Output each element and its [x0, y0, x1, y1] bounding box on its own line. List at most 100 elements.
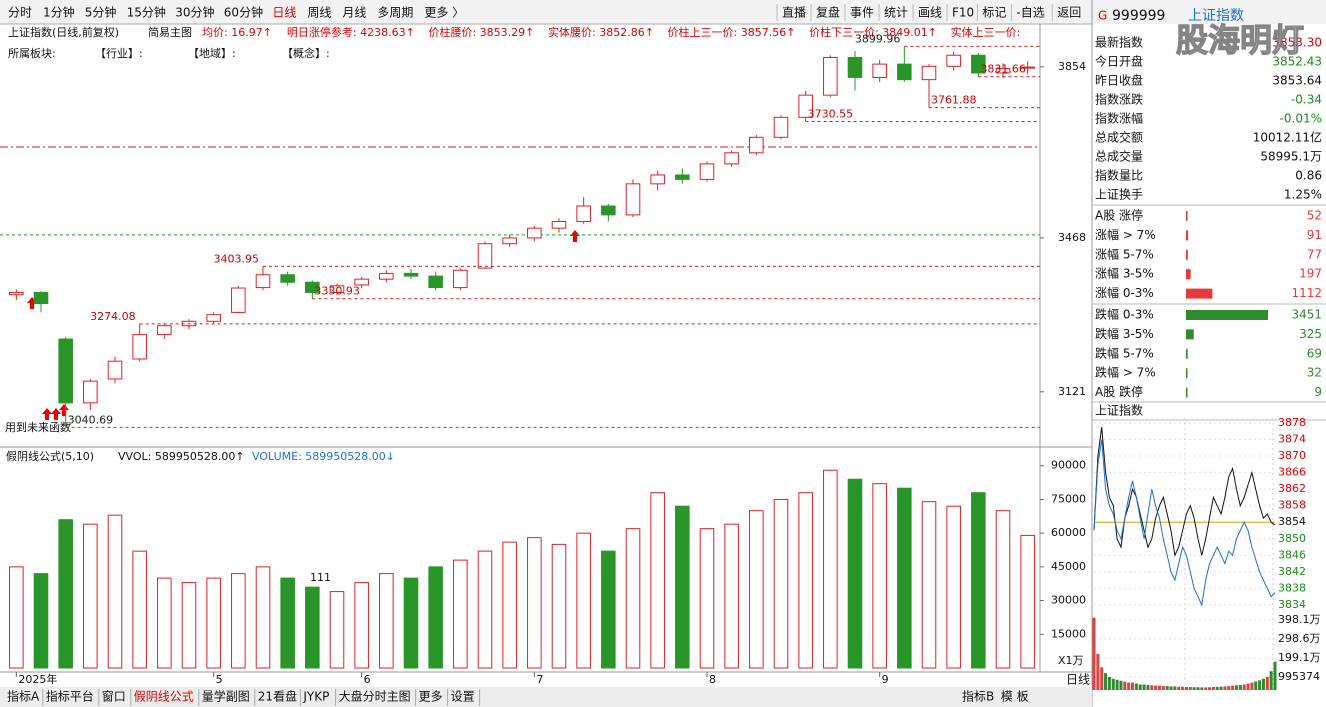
info-item: 实体腰价: 3852.86↑: [548, 25, 654, 39]
toolbar-item[interactable]: 更多 〉: [424, 6, 464, 20]
candle-body: [329, 285, 345, 293]
quote-name: 上证指数: [1188, 8, 1244, 24]
sector-label: 【地域】:: [188, 47, 236, 60]
main-label[interactable]: 简易主图: [148, 25, 192, 39]
candle-body: [625, 183, 641, 216]
volume-bar: [995, 510, 1011, 669]
tab-bar: [0, 687, 1092, 707]
signal-arrows: [27, 230, 580, 420]
intraday-volume: [1173, 686, 1177, 690]
breadth-value: 9: [1314, 385, 1322, 399]
tab[interactable]: 指标平台: [46, 689, 94, 704]
info-title: 上证指数(日线,前复权): [8, 25, 119, 39]
volume-bar: [699, 528, 715, 669]
candle-body: [823, 56, 838, 96]
intraday-volume: [1127, 682, 1131, 690]
volume-bar: [576, 532, 591, 669]
y-tick-label: 995374: [1278, 670, 1320, 683]
intraday-volume: [1192, 687, 1196, 690]
toolbar-item[interactable]: 分时: [8, 6, 32, 20]
volume-bar: [132, 550, 147, 669]
intraday-volume: [1150, 685, 1154, 690]
tab[interactable]: 指标A: [7, 689, 40, 704]
toolbar-item[interactable]: 统计: [884, 6, 908, 20]
annotation: 3040.69: [68, 413, 114, 426]
candle-body: [33, 291, 49, 305]
y-tick-label: 3858: [1278, 499, 1306, 512]
volume-bar: [921, 501, 937, 669]
intraday-volume: [1242, 684, 1246, 690]
y-tick-label: 60000: [1051, 526, 1086, 539]
tab[interactable]: 模 板: [1001, 690, 1029, 704]
period[interactable]: 日线: [1066, 673, 1090, 687]
candle-body: [231, 287, 246, 313]
toolbar-item[interactable]: 返回: [1057, 6, 1081, 20]
toolbar-item[interactable]: 事件: [850, 6, 874, 20]
candle-body: [724, 152, 739, 165]
note: 用到未来函数: [5, 421, 71, 434]
tab[interactable]: 大盘分时主图: [339, 689, 411, 704]
quote-label: 最新指数: [1095, 35, 1143, 50]
candle-body: [897, 63, 912, 81]
volume-bar: [280, 577, 295, 669]
quote-prefix: G: [1098, 9, 1107, 23]
toolbar-item[interactable]: -自选: [1016, 6, 1044, 20]
toolbar-item[interactable]: 5分钟: [85, 5, 117, 20]
intraday-volume: [1227, 686, 1231, 690]
tab[interactable]: 假阴线公式: [134, 690, 194, 704]
intraday-volume: [1211, 687, 1215, 690]
x-tick-label: 5: [216, 673, 223, 686]
breadth-value: 77: [1307, 247, 1322, 261]
candle-body: [749, 136, 764, 154]
toolbar-item[interactable]: 复盘: [816, 5, 840, 20]
info-item: 实体上三一价:: [951, 25, 1021, 39]
tab[interactable]: 更多: [419, 690, 443, 704]
tab[interactable]: JYKP: [302, 690, 329, 704]
candle-body: [872, 63, 887, 78]
intraday-volume: [1219, 686, 1223, 690]
quote-value: 3852.43: [1272, 55, 1322, 69]
candle-body: [946, 54, 961, 67]
toolbar-item[interactable]: 15分钟: [127, 5, 166, 20]
toolbar-item[interactable]: 30分钟: [175, 5, 214, 20]
candle-body: [206, 314, 221, 322]
breadth-value: 91: [1307, 228, 1322, 242]
tab[interactable]: 窗口: [102, 690, 126, 704]
toolbar-item[interactable]: 画线: [918, 6, 942, 20]
toolbar-item[interactable]: 月线: [342, 6, 366, 20]
volume-bar: [477, 550, 493, 669]
volume-bar: [749, 510, 764, 669]
toolbar-item[interactable]: F10: [952, 6, 974, 20]
toolbar-item[interactable]: 标记: [982, 6, 1006, 20]
vol-legend: VVOL: 589950528.00↑: [118, 450, 245, 463]
intraday-volume: [1273, 661, 1277, 690]
intraday-volume: [1238, 684, 1242, 690]
intraday-volume: [1208, 687, 1212, 690]
tab[interactable]: 量学副图: [202, 689, 250, 704]
intraday-volume: [1269, 671, 1273, 690]
candle-body: [971, 54, 986, 74]
toolbar-item[interactable]: 多周期: [377, 6, 413, 20]
volume-bar: [897, 487, 912, 669]
candle-body: [675, 174, 690, 180]
tab[interactable]: 设置: [451, 690, 475, 704]
breadth-bar: [1186, 329, 1194, 340]
y-tick-label: 75000: [1051, 492, 1086, 505]
volume-bar: [255, 566, 271, 669]
quote-label: 上证换手: [1095, 188, 1143, 202]
breadth-bar: [1186, 230, 1189, 241]
info-item: 价柱下三一价: 3849.01↑: [809, 25, 937, 39]
toolbar-item[interactable]: 日线: [272, 6, 296, 20]
toolbar-item[interactable]: 直播: [782, 6, 806, 20]
y-tick-label: 3854: [1058, 60, 1086, 73]
breadth-label: A股 跌停: [1095, 384, 1143, 399]
toolbar-item[interactable]: 周线: [307, 6, 331, 20]
breadth-label: 跌幅 0-3%: [1095, 307, 1154, 322]
toolbar-item[interactable]: 60分钟: [224, 5, 263, 20]
toolbar-item[interactable]: 1分钟: [43, 5, 75, 20]
tab[interactable]: 指标B: [962, 689, 994, 704]
tab[interactable]: 21看盘: [258, 689, 297, 704]
intraday-volume: [1111, 678, 1115, 690]
quote-label: 总成交量: [1095, 149, 1143, 164]
annotation: 3831.66: [980, 63, 1025, 76]
